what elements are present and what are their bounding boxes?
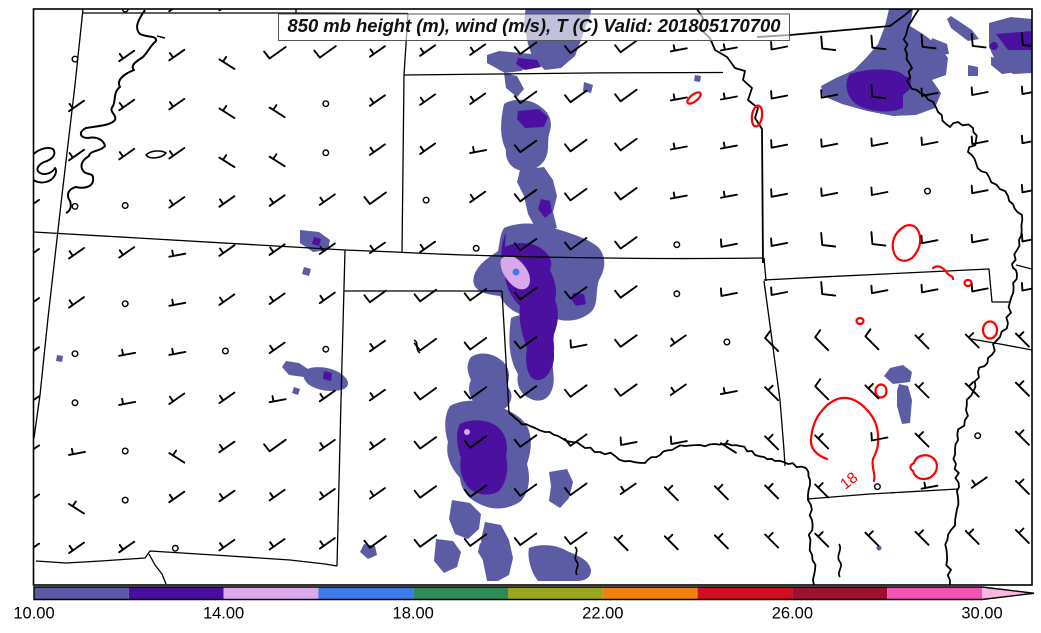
svg-text:30.00: 30.00	[961, 605, 1002, 623]
svg-text:22.00: 22.00	[582, 605, 623, 623]
svg-text:850 mb height (m), wind (m/s),: 850 mb height (m), wind (m/s), T (C) Val…	[288, 15, 782, 36]
svg-text:10.00: 10.00	[13, 605, 54, 623]
svg-text:14.00: 14.00	[203, 605, 244, 623]
svg-text:18.00: 18.00	[393, 605, 434, 623]
svg-text:26.00: 26.00	[772, 605, 813, 623]
